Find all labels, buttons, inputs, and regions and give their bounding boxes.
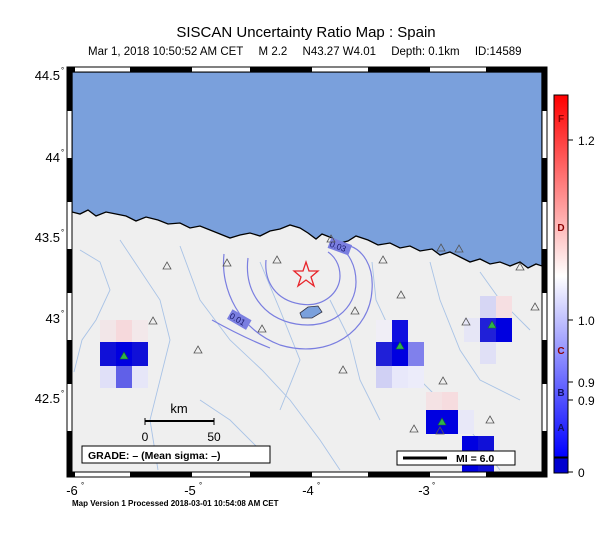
event-location: N43.27 W4.01 — [302, 46, 377, 58]
lon-tick: -4 — [302, 483, 314, 498]
colorbar-value: 1.2 — [578, 134, 595, 148]
reservoir — [299, 305, 323, 319]
triangle-icon — [485, 415, 495, 424]
svg-text:°: ° — [61, 309, 64, 318]
lon-degree-marks: ° ° ° ° — [81, 481, 435, 490]
svg-text:°: ° — [61, 66, 64, 75]
triangle-icon — [350, 306, 360, 315]
svg-text:°: ° — [81, 481, 84, 490]
lat-axis: 44.5 44 43.5 43 42.5 — [35, 68, 60, 406]
colorbar-value: 0.9 — [578, 394, 595, 408]
star-icon — [292, 259, 320, 288]
colorbar-value: 0.9 — [578, 376, 595, 390]
lat-tick: 42.5 — [35, 391, 60, 406]
stations — [148, 234, 540, 435]
svg-text:°: ° — [61, 228, 64, 237]
svg-text:°: ° — [199, 481, 202, 490]
lon-tick: -3 — [418, 483, 430, 498]
event-info: Mar 1, 2018 10:50:52 AM CET M 2.2 N43.27… — [88, 46, 534, 58]
triangle-icon — [272, 255, 282, 264]
scale-bar: km 0 50 — [142, 401, 221, 444]
triangle-icon — [395, 341, 405, 350]
lat-tick: 44 — [46, 150, 60, 165]
triangle-icon — [409, 424, 419, 433]
triangle-icon — [454, 244, 464, 253]
svg-text:°: ° — [317, 481, 320, 490]
svg-text:°: ° — [432, 481, 435, 490]
colorbar-value: 0 — [578, 466, 585, 480]
grade-label: D — [557, 223, 564, 234]
triangle-icon — [119, 351, 129, 360]
grade-label: F — [558, 114, 564, 125]
triangle-icon — [222, 258, 232, 267]
lat-tick: 44.5 — [35, 68, 60, 83]
grade-label: B — [557, 388, 564, 399]
mi-legend: MI = 6.0 — [396, 450, 516, 466]
lat-tick: 43.5 — [35, 230, 60, 245]
uncertainty-contours — [211, 245, 373, 350]
event-magnitude: M 2.2 — [258, 46, 288, 58]
lon-tick: -6 — [66, 483, 78, 498]
active-stations — [119, 320, 497, 426]
svg-text:°: ° — [61, 389, 64, 398]
lat-tick: 43 — [46, 311, 60, 326]
colorbar-value: 1.0 — [578, 314, 595, 328]
triangle-icon — [530, 302, 540, 311]
triangle-icon — [438, 376, 448, 385]
triangle-icon — [461, 317, 471, 326]
triangle-icon — [326, 234, 336, 243]
triangle-icon — [338, 365, 348, 374]
grade-label: A — [557, 423, 564, 434]
lon-tick: -5 — [184, 483, 196, 498]
colorbar: F D C B A 1.2 1.0 0.9 0.9 0 — [553, 94, 595, 480]
sea-area — [72, 72, 542, 269]
triangle-icon — [162, 261, 172, 270]
triangle-icon — [257, 324, 267, 333]
triangle-icon — [437, 417, 447, 426]
triangle-icon — [396, 290, 406, 299]
map-area: 0.03 0.01 — [72, 72, 542, 472]
triangle-icon — [515, 262, 525, 271]
lon-axis: -6 -5 -4 -3 — [66, 483, 430, 498]
map-frame — [66, 66, 548, 478]
mi-text: MI = 6.0 — [456, 453, 494, 465]
scale-end: 50 — [207, 430, 221, 444]
scale-start: 0 — [142, 430, 149, 444]
event-depth: Depth: 0.1km — [391, 46, 460, 58]
grade-label: C — [557, 346, 564, 357]
svg-text:°: ° — [61, 148, 64, 157]
triangle-icon — [436, 243, 446, 252]
map-title: SISCAN Uncertainty Ratio Map : Spain — [176, 24, 436, 41]
lat-degree-marks: ° ° ° ° ° — [61, 66, 64, 398]
processing-info: Map Version 1 Processed 2018-03-01 10:54… — [72, 499, 279, 508]
event-id: ID:14589 — [474, 46, 522, 58]
scale-unit: km — [170, 401, 187, 416]
grade-text: GRADE: – (Mean sigma: –) — [88, 450, 220, 462]
triangle-icon — [148, 316, 158, 325]
grade-box: GRADE: – (Mean sigma: –) — [81, 445, 271, 464]
triangle-icon — [378, 255, 388, 264]
triangle-icon — [487, 320, 497, 329]
event-datetime: Mar 1, 2018 10:50:52 AM CET — [88, 46, 244, 58]
triangle-icon — [435, 426, 445, 435]
triangle-icon — [193, 345, 203, 354]
